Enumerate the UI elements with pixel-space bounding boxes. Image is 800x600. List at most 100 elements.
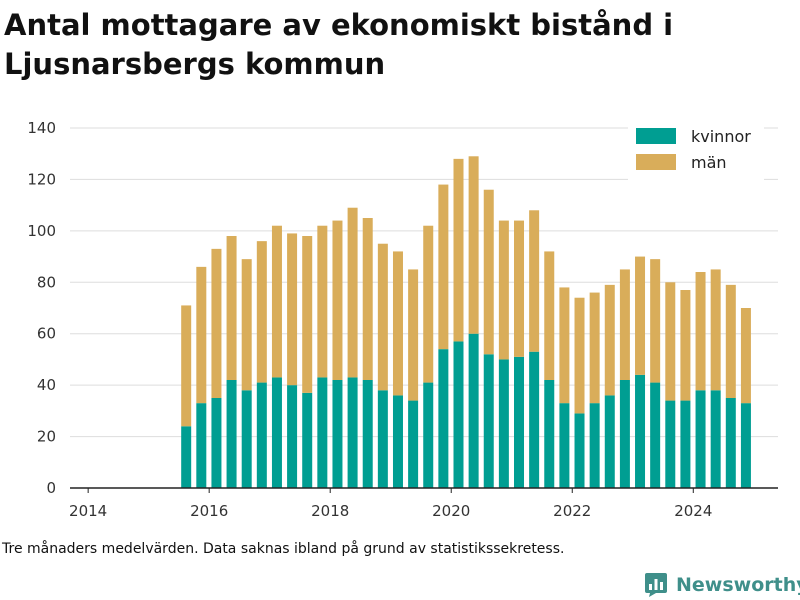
bar-segment-kvinnor (453, 341, 464, 488)
bar-segment-man (740, 308, 751, 404)
bar-segment-man (317, 225, 328, 378)
y-tick-label: 60 (37, 325, 56, 343)
bar-segment-man (589, 292, 600, 404)
bar-segment-kvinnor (226, 380, 237, 488)
bar-segment-kvinnor (211, 398, 222, 488)
legend-label-kvinnor: kvinnor (691, 127, 751, 146)
newsworthy-logo-icon (645, 573, 667, 597)
bar-segment-man (559, 287, 570, 404)
bar-segment-man (453, 158, 464, 342)
bar-segment-kvinnor (635, 374, 646, 488)
x-tick-label: 2014 (69, 502, 107, 520)
bar-segment-kvinnor (665, 400, 676, 488)
bar-segment-kvinnor (725, 398, 736, 488)
bar-segment-man (226, 236, 237, 380)
bar-segment-kvinnor (650, 382, 661, 488)
bar-segment-man (256, 241, 267, 383)
bar-segment-kvinnor (710, 390, 721, 488)
y-tick-label: 40 (37, 376, 56, 394)
bar-segment-man (347, 207, 358, 378)
bar-segment-man (438, 184, 449, 350)
bar-segment-man (483, 189, 494, 355)
bar-segment-man (377, 243, 388, 391)
legend-label-man: män (691, 153, 727, 172)
bar-segment-kvinnor (514, 356, 525, 488)
bar-segment-kvinnor (362, 380, 373, 488)
bar-segment-man (423, 225, 434, 383)
bar-segment-kvinnor (317, 377, 328, 488)
bar-segment-kvinnor (574, 413, 585, 488)
bar-segment-man (544, 251, 555, 380)
bar-segment-man (408, 269, 419, 401)
bar-segment-man (529, 210, 540, 352)
bar-segment-man (695, 272, 706, 391)
bar-segment-man (680, 290, 691, 401)
bar-segment-kvinnor (438, 349, 449, 488)
bar-segment-kvinnor (559, 403, 570, 488)
bar-segment-kvinnor (589, 403, 600, 488)
legend-swatch-man (636, 154, 676, 170)
bar-segment-man (468, 156, 479, 334)
bar-segment-kvinnor (181, 426, 192, 488)
bar-segment-man (619, 269, 630, 380)
y-tick-label: 20 (37, 428, 56, 446)
bar-segment-man (498, 220, 509, 360)
chart-title: Antal mottagare av ekonomiskt bistånd i … (4, 8, 674, 81)
legend: kvinnor män (628, 121, 764, 181)
y-tick-label: 100 (27, 222, 56, 240)
x-tick-label: 2018 (311, 502, 349, 520)
bar-segment-man (181, 305, 192, 427)
y-tick-label: 120 (27, 170, 56, 188)
bar-segment-man (665, 282, 676, 401)
legend-swatch-kvinnor (636, 128, 676, 144)
x-tick-label: 2020 (432, 502, 470, 520)
bar-segment-kvinnor (196, 403, 207, 488)
bar-segment-kvinnor (529, 351, 540, 488)
bar-segment-kvinnor (695, 390, 706, 488)
bar-segment-kvinnor (256, 382, 267, 488)
bar-segment-kvinnor (619, 380, 630, 488)
x-tick-label: 2024 (674, 502, 712, 520)
bar-segment-man (287, 233, 298, 386)
chart-footnote: Tre månaders medelvärden. Data saknas ib… (2, 541, 565, 557)
bar-segment-kvinnor (392, 395, 403, 488)
bar-segment-man (392, 251, 403, 396)
bar-segment-kvinnor (332, 380, 343, 488)
bars (181, 156, 751, 488)
bar-segment-man (332, 220, 343, 380)
bar-segment-man (574, 297, 585, 414)
bar-segment-man (710, 269, 721, 391)
x-tick-label: 2022 (553, 502, 591, 520)
x-tick-label: 2016 (190, 502, 228, 520)
bar-segment-kvinnor (483, 354, 494, 488)
y-tick-label: 80 (37, 273, 56, 291)
bar-segment-man (514, 220, 525, 357)
bar-segment-kvinnor (468, 333, 479, 488)
bar-segment-kvinnor (271, 377, 282, 488)
bar-segment-kvinnor (498, 359, 509, 488)
bar-segment-kvinnor (544, 380, 555, 488)
bar-segment-kvinnor (241, 390, 252, 488)
y-tick-label: 140 (27, 119, 56, 137)
y-tick-label: 0 (46, 479, 56, 497)
bar-segment-kvinnor (302, 392, 313, 488)
bar-segment-man (271, 225, 282, 378)
bar-segment-kvinnor (408, 400, 419, 488)
axes: 0 20 40 60 80 100 120 140 2014 2016 2018 2020 2022 20… (27, 119, 778, 520)
bar-segment-man (725, 284, 736, 398)
bar-segment-man (196, 266, 207, 404)
bar-segment-kvinnor (740, 403, 751, 488)
bar-segment-kvinnor (287, 385, 298, 488)
bar-segment-man (211, 248, 222, 398)
newsworthy-logo-text: Newsworthy (676, 574, 800, 596)
bar-segment-man (650, 259, 661, 383)
bar-segment-kvinnor (377, 390, 388, 488)
bar-segment-kvinnor (423, 382, 434, 488)
newsworthy-logo[interactable]: Newsworthy (644, 570, 800, 600)
bar-segment-kvinnor (347, 377, 358, 488)
bar-segment-man (302, 236, 313, 393)
bar-segment-man (635, 256, 646, 375)
bar-segment-kvinnor (604, 395, 615, 488)
bar-segment-man (604, 284, 615, 396)
